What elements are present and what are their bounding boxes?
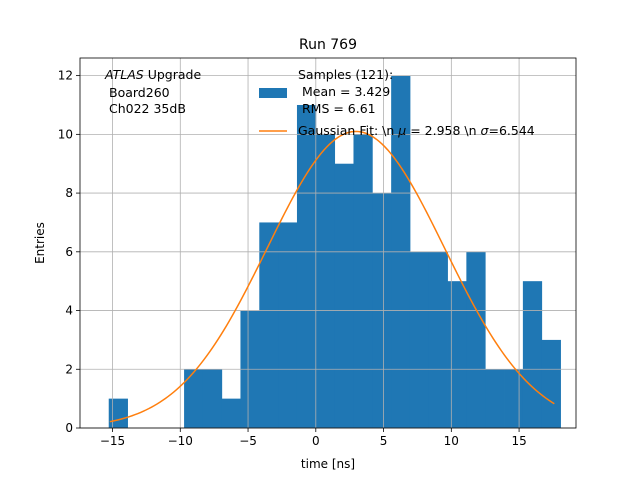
x-tick-label: −10 <box>168 434 193 448</box>
histogram-bar <box>409 251 430 428</box>
y-tick-label: 10 <box>58 127 73 141</box>
plot-frame <box>79 57 577 429</box>
x-axis-label: time [ns] <box>301 457 355 471</box>
x-tick-label: 5 <box>380 434 388 448</box>
legend-hist-swatch <box>259 88 287 98</box>
histogram-bar <box>108 398 128 428</box>
histogram-bar <box>202 369 223 428</box>
y-tick-label: 4 <box>65 304 73 318</box>
histogram-bar <box>296 104 317 428</box>
axis-ticks: −15 −10 −5 0 5 10 15 0 2 4 6 8 10 12 <box>58 69 527 448</box>
y-tick-label: 12 <box>58 69 73 83</box>
gaussian-fit-curve <box>109 130 555 423</box>
histogram-bar <box>485 369 505 428</box>
histogram-bar <box>466 251 486 428</box>
x-tick-label: 15 <box>511 434 526 448</box>
x-tick-label: −5 <box>239 434 257 448</box>
y-tick-label: 0 <box>65 421 73 435</box>
x-tick-label: −15 <box>100 434 125 448</box>
histogram-bar <box>504 369 524 428</box>
annotation-line-2: Board260 <box>109 85 170 100</box>
legend: Samples (121): Mean = 3.429 RMS = 6.61 G… <box>259 67 535 138</box>
histogram-bar <box>221 398 241 428</box>
legend-hist-label-line-2: Mean = 3.429 <box>298 84 390 99</box>
y-tick-label: 8 <box>65 186 73 200</box>
x-tick-label: 0 <box>312 434 320 448</box>
histogram-bar <box>522 281 543 428</box>
histogram-bar <box>334 163 354 428</box>
legend-hist-label-line-3: RMS = 6.61 <box>298 101 376 116</box>
histogram-bar <box>541 339 561 428</box>
x-tick-label: 10 <box>444 434 459 448</box>
histogram-bar <box>278 222 298 428</box>
y-axis-label: Entries <box>33 222 47 264</box>
histogram-bar <box>315 134 336 428</box>
y-tick-label: 6 <box>65 245 73 259</box>
histogram-bar <box>184 369 204 428</box>
atlas-annotation: ATLAS Upgrade Board260 Ch022 35dB <box>104 67 201 116</box>
annotation-line-1: ATLAS Upgrade <box>104 67 201 82</box>
legend-fit-label: Gaussian Fit: \n μ = 2.958 \n σ=6.544 <box>298 123 535 138</box>
chart-title: Run 769 <box>299 37 357 53</box>
histogram-bar <box>428 251 448 428</box>
annotation-line-3: Ch022 35dB <box>109 101 186 116</box>
histogram-bar <box>259 222 279 428</box>
y-tick-label: 2 <box>65 362 73 376</box>
histogram-bar <box>353 134 373 428</box>
legend-hist-label-line-1: Samples (121): <box>298 67 393 82</box>
histogram-bar <box>447 281 467 428</box>
